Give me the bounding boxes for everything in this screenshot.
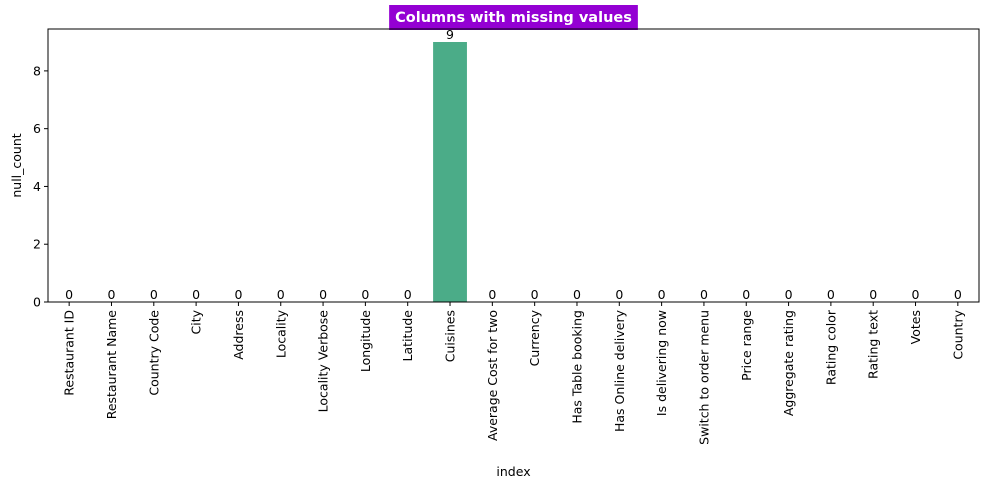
- x-tick-label: Rating color: [823, 309, 838, 385]
- x-axis-label: index: [496, 464, 530, 479]
- chart-title-background: [389, 5, 638, 30]
- bar-value-label: 0: [827, 287, 835, 302]
- x-tick-label: Is delivering now: [654, 310, 669, 416]
- x-tick-label: Aggregate rating: [781, 310, 796, 416]
- bar-labels-group: 0 0 0 0 0 0 0 0 0 9 0 0 0 0 0 0 0 0 0 0 0 0: [65, 27, 962, 302]
- x-tick-label: City: [189, 309, 204, 334]
- y-tick-label: 2: [33, 237, 41, 252]
- bar-value-label: 0: [954, 287, 962, 302]
- y-axis-ticks: 0 2 4 6 8: [33, 63, 48, 310]
- bar-value-label: 0: [700, 287, 708, 302]
- x-tick-label: Latitude: [400, 310, 415, 362]
- bar-cuisines: [433, 42, 467, 302]
- x-tick-label: Has Online delivery: [612, 309, 627, 432]
- x-tick-label: Locality: [273, 309, 288, 358]
- bar-value-label: 0: [319, 287, 327, 302]
- bar-value-label: 0: [785, 287, 793, 302]
- chart-title: Columns with missing values: [395, 10, 632, 26]
- bar-value-label: 0: [150, 287, 158, 302]
- y-tick-label: 4: [33, 179, 41, 194]
- x-tick-label: Address: [231, 310, 246, 360]
- x-tick-label: Country: [950, 309, 965, 359]
- bar-value-label: 0: [531, 287, 539, 302]
- x-tick-label: Price range: [739, 310, 754, 381]
- plot-frame: [47, 28, 980, 303]
- x-tick-label: Cuisines: [443, 310, 458, 362]
- bar-value-label: 0: [404, 287, 412, 302]
- bar-value-label: 0: [615, 287, 623, 302]
- bar-value-label: 0: [869, 287, 877, 302]
- bar-value-label: 0: [65, 287, 73, 302]
- bar-value-label: 0: [658, 287, 666, 302]
- bar-value-label: 0: [912, 287, 920, 302]
- x-tick-label: Currency: [527, 309, 542, 366]
- x-tick-label: Locality Verbose: [316, 310, 331, 413]
- x-tick-label: Country Code: [146, 310, 161, 396]
- y-axis-label: null_count: [9, 133, 24, 197]
- y-tick-label: 6: [33, 121, 41, 136]
- x-axis-ticks: Restaurant ID Restaurant Name Country Code…: [62, 302, 965, 445]
- x-tick-label: Longitude: [358, 310, 373, 372]
- bar-value-label: 0: [361, 287, 369, 302]
- x-tick-label: Restaurant ID: [62, 310, 77, 396]
- bar-value-label: 0: [234, 287, 242, 302]
- x-tick-label: Has Table booking: [569, 310, 584, 424]
- bars-group: [433, 42, 467, 302]
- x-tick-label: Rating text: [866, 310, 881, 379]
- y-tick-label: 0: [33, 295, 41, 310]
- bar-value-label: 0: [488, 287, 496, 302]
- bar-value-label: 0: [573, 287, 581, 302]
- bar-value-label: 0: [742, 287, 750, 302]
- bar-value-label: 9: [446, 27, 454, 42]
- bar-value-label: 0: [108, 287, 116, 302]
- x-tick-label: Average Cost for two: [485, 310, 500, 441]
- bar-value-label: 0: [277, 287, 285, 302]
- x-tick-label: Votes: [908, 310, 923, 344]
- x-tick-label: Switch to order menu: [696, 310, 711, 445]
- y-tick-label: 8: [33, 63, 41, 78]
- bar-value-label: 0: [192, 287, 200, 302]
- x-tick-label: Restaurant Name: [104, 310, 119, 420]
